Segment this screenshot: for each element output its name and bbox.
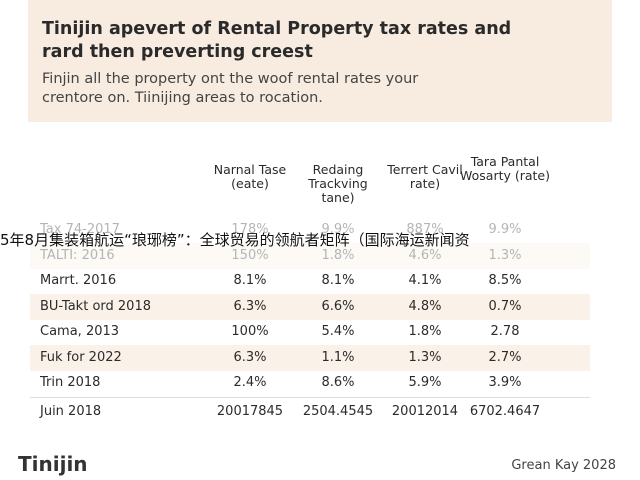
cell-value: 2504.4545 [302, 404, 374, 419]
cell-value: 5.4% [321, 324, 355, 339]
overlay-caption: 5年8月集装箱航运“琅琊榜”：全球贸易的领航者矩阵（国际海运新闻资 [0, 231, 470, 249]
table-row: Cama, 2013 100% 5.4% 1.8% 2.78 [30, 319, 590, 345]
cell-value: 8.5% [488, 273, 522, 288]
cell-value: 100% [231, 324, 269, 339]
cell-value: 8.1% [321, 273, 355, 288]
cell-value: 150% [231, 247, 269, 263]
table-row: BU-Takt ord 2018 6.3% 6.6% 4.8% 0.7% [30, 293, 590, 320]
cell-value: 9.9% [321, 222, 355, 237]
cell-value: 4.6% [408, 247, 442, 263]
footer-note: Grean Kay 2028 [511, 458, 616, 473]
cell-value: 6.3% [233, 298, 267, 314]
cell-value: 1.8% [408, 324, 442, 339]
title: Tinijin apevert of Rental Property tax r… [42, 19, 512, 62]
cell-value: 1.1% [321, 349, 355, 365]
row-label: BU-Takt ord 2018 [40, 298, 151, 314]
cell-value: 20012014 [391, 404, 459, 419]
table-row: Tax 74-2017 178% 9.9% 887% 9.9% [30, 217, 590, 243]
table-row: Juin 2018 20017845 2504.4545 20012014 6702.4… [30, 399, 590, 425]
cell-value: 6.3% [233, 349, 267, 365]
column-header: Redaing Trackving tane) [308, 162, 368, 205]
cell-value: 2.4% [233, 375, 267, 390]
row-label: Fuk for 2022 [40, 349, 122, 365]
row-label: Tax 74-2017 [40, 222, 120, 237]
cell-value: 8.6% [321, 375, 355, 390]
column-header: Tara Pantal Wosarty (rate) [460, 154, 551, 183]
cell-value: 887% [406, 222, 444, 237]
cell-value: 20017845 [216, 404, 284, 419]
row-label: Trin 2018 [40, 375, 101, 390]
cell-value: 8.1% [233, 273, 267, 288]
cell-value: 2.7% [488, 349, 522, 365]
row-label: Marrt. 2016 [40, 273, 117, 288]
cell-value: 4.8% [408, 298, 442, 314]
cell-value: 2.78 [490, 324, 520, 339]
column-header: Terrert Cavil rate) [387, 162, 463, 191]
table-row: TALTI: 2016 150% 1.8% 4.6% 1.3% [30, 242, 590, 269]
row-label: TALTI: 2016 [40, 247, 115, 263]
cell-value: 0.7% [488, 298, 522, 314]
divider [30, 397, 590, 398]
table-row: Fuk for 2022 6.3% 1.1% 1.3% 2.7% [30, 344, 590, 371]
subtitle: Finjin all the property ont the woof ren… [42, 71, 419, 106]
cell-value: 6.6% [321, 298, 355, 314]
cell-value: 5.9% [408, 375, 442, 390]
cell-value: 9.9% [488, 222, 522, 237]
row-label: Juin 2018 [40, 404, 102, 419]
cell-value: 4.1% [408, 273, 442, 288]
cell-value: 1.3% [408, 349, 442, 365]
cell-value: 178% [231, 222, 269, 237]
cell-value: 3.9% [488, 375, 522, 390]
header: Tinijin apevert of Rental Property tax r… [28, 0, 612, 122]
column-header: Narnal Tase (eate) [213, 162, 287, 191]
footer-brand: Tinijin [18, 452, 88, 476]
cell-value: 1.8% [321, 247, 355, 263]
row-label: Cama, 2013 [40, 324, 120, 339]
cell-value: 6702.4647 [469, 404, 541, 419]
table-row: Marrt. 2016 8.1% 8.1% 4.1% 8.5% [30, 268, 590, 294]
table-row: Trin 2018 2.4% 8.6% 5.9% 3.9% [30, 370, 590, 396]
cell-value: 1.3% [488, 247, 522, 263]
